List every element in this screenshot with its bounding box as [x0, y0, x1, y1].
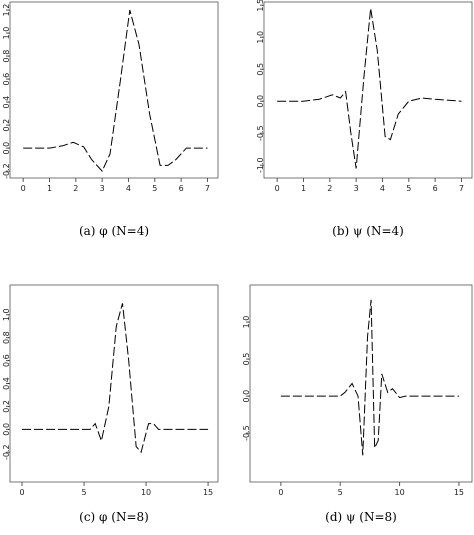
wavelet-line [23, 9, 208, 172]
plot-frame [9, 1, 219, 179]
y-tick-label: 0.8 [2, 331, 11, 344]
x-tick-label: 0 [278, 488, 283, 497]
y-tick-label: 0.0 [2, 142, 11, 155]
x-tick-label: 10 [394, 488, 404, 497]
x-tick-label: 4 [126, 184, 131, 193]
y-tick-label: 1.0 [2, 27, 11, 40]
plot-frame [263, 1, 473, 179]
x-tick-label: 6 [433, 184, 438, 193]
y-tick-label: 0.4 [2, 96, 11, 109]
x-tick-label: 3 [354, 184, 359, 193]
y-tick-label: 0.6 [2, 73, 11, 86]
x-tick-label: 15 [203, 488, 213, 497]
caption: (c) φ (N=8) [79, 510, 149, 524]
y-tick-label: 0.4 [2, 377, 11, 390]
y-tick-label: 0.5 [242, 353, 251, 366]
x-tick-label: 5 [406, 184, 411, 193]
x-tick-label: 2 [327, 184, 332, 193]
y-tick-label: 1.0 [2, 308, 11, 321]
x-tick-label: 2 [73, 184, 78, 193]
x-tick-label: 3 [100, 184, 105, 193]
x-tick-label: 5 [338, 488, 343, 497]
caption: (a) φ (N=4) [79, 224, 149, 238]
y-tick-label: 0.8 [2, 50, 11, 63]
y-tick-label: 1.0 [242, 316, 251, 329]
y-tick-label: -0.2 [2, 163, 11, 179]
wavelet-line [280, 299, 459, 456]
y-tick-label: -0.5 [242, 425, 251, 441]
x-tick-label: 5 [81, 488, 86, 497]
x-tick-label: 0 [275, 184, 280, 193]
x-tick-label: 15 [454, 488, 464, 497]
y-tick-label: 1.0 [256, 31, 265, 44]
plot-frame [9, 284, 219, 483]
x-tick-label: 4 [380, 184, 385, 193]
x-tick-label: 1 [47, 184, 52, 193]
y-tick-label: 0.6 [2, 354, 11, 367]
y-tick-label: 1.2 [2, 4, 11, 17]
x-tick-label: 5 [152, 184, 157, 193]
y-tick-label: 0.0 [2, 423, 11, 436]
x-tick-label: 0 [21, 184, 26, 193]
wavelet-line [277, 8, 462, 169]
caption: (d) ψ (N=8) [325, 510, 397, 524]
caption: (b) ψ (N=4) [332, 224, 404, 238]
plot-frame [249, 284, 473, 483]
x-tick-label: 7 [459, 184, 464, 193]
x-tick-label: 1 [301, 184, 306, 193]
y-tick-label: 0.0 [256, 95, 265, 108]
y-tick-label: 1.5 [256, 0, 265, 12]
x-tick-label: 7 [205, 184, 210, 193]
y-tick-label: 0.0 [242, 390, 251, 403]
y-tick-label: 0.2 [2, 400, 11, 413]
x-tick-label: 10 [141, 488, 151, 497]
x-tick-label: 6 [179, 184, 184, 193]
wavelet-line [22, 303, 209, 454]
y-tick-label: -0.5 [256, 125, 265, 141]
y-tick-label: 0.2 [2, 119, 11, 132]
y-tick-label: -1.0 [256, 157, 265, 173]
x-tick-label: 0 [19, 488, 24, 497]
y-tick-label: 0.5 [256, 63, 265, 76]
y-tick-label: -0.2 [2, 444, 11, 460]
